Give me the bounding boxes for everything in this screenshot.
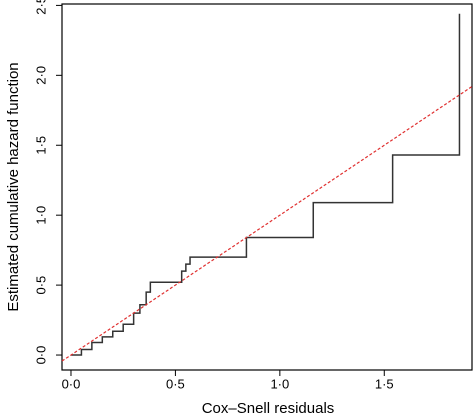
x-axis-label: Cox–Snell residuals bbox=[202, 400, 335, 417]
y-tick-label: 0·0 bbox=[33, 346, 48, 365]
y-tick-label: 1·5 bbox=[33, 136, 48, 155]
x-tick-label: 1·5 bbox=[375, 376, 394, 391]
y-tick-label: 1·0 bbox=[33, 206, 48, 225]
y-tick-label: 0·5 bbox=[33, 276, 48, 295]
reference-line bbox=[61, 86, 473, 362]
plot-frame bbox=[61, 3, 473, 371]
step-line bbox=[70, 13, 461, 356]
x-tick-label: 1·0 bbox=[270, 376, 289, 391]
y-tick-label: 2·0 bbox=[33, 66, 48, 85]
y-axis-label: Estimated cumulative hazard function bbox=[5, 62, 22, 311]
y-tick-label: 2·5 bbox=[33, 0, 48, 15]
x-tick-label: 0·0 bbox=[62, 376, 81, 391]
x-tick-label: 0·5 bbox=[166, 376, 185, 391]
